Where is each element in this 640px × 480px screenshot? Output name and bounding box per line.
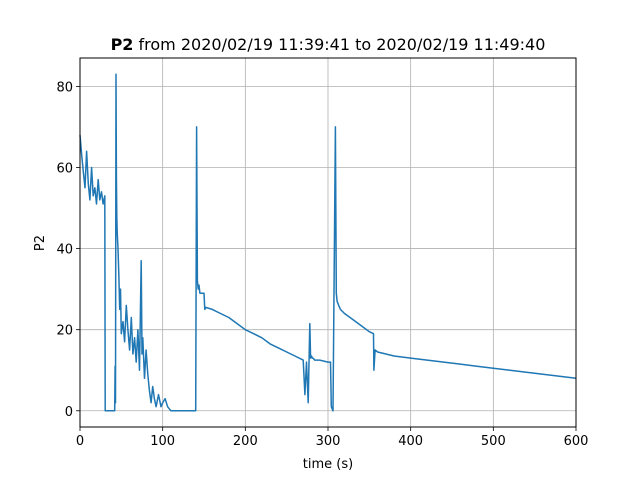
x-tick-label: 100 <box>150 434 175 449</box>
x-axis-label: time (s) <box>303 457 353 472</box>
chart-title-rest: from 2020/02/19 11:39:41 to 2020/02/19 1… <box>139 35 546 54</box>
y-tick-label: 60 <box>56 161 73 176</box>
y-tick-label: 40 <box>56 243 73 258</box>
grid <box>79 58 577 427</box>
x-tick-label: 200 <box>233 434 258 449</box>
x-tick-label: 500 <box>481 434 506 449</box>
axis-ticks: 0 100 200 300 400 500 600 0 20 40 60 80 <box>56 80 588 449</box>
chart-title-bold: P2 <box>111 35 134 54</box>
plot-area <box>79 73 577 412</box>
y-tick-label: 20 <box>56 324 73 339</box>
chart-title: P2 from 2020/02/19 11:39:41 to 2020/02/1… <box>111 35 546 54</box>
y-tick-label: 80 <box>56 80 73 95</box>
y-axis-label: P2 <box>33 235 48 251</box>
x-tick-label: 400 <box>398 434 423 449</box>
series-line <box>79 73 577 412</box>
x-tick-label: 0 <box>76 434 84 449</box>
y-tick-label: 0 <box>65 405 73 420</box>
x-tick-label: 300 <box>316 434 341 449</box>
x-tick-label: 600 <box>564 434 589 449</box>
